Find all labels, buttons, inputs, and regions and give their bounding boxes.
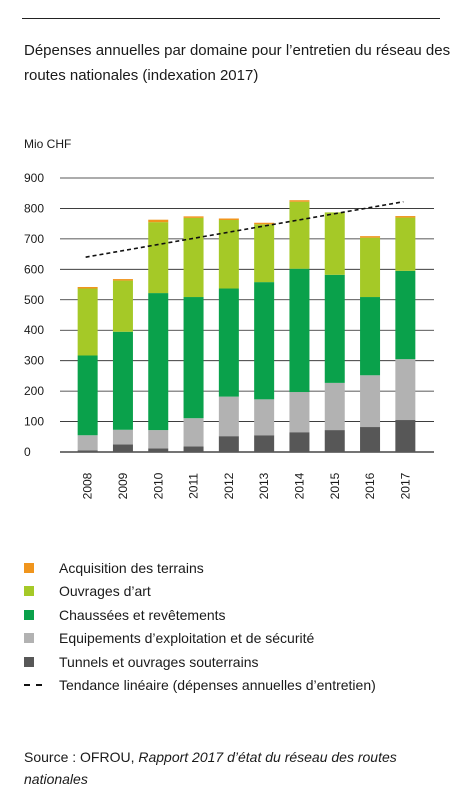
bar-segment [183,216,204,218]
trend-line [85,200,404,258]
bar-segment [183,297,204,419]
bar-segment [395,420,416,452]
chart-legend: Acquisition des terrains Ouvrages d’art Ch… [24,556,376,697]
bar-segment [112,429,133,445]
bar-segment [324,382,345,431]
y-tick-label: 900 [24,171,44,185]
bar-segment [360,375,381,428]
bar-segment [218,218,239,221]
bar-segment [218,436,239,452]
bar-segment [395,270,416,360]
bar-segment [183,418,204,447]
bar-segment [77,450,98,452]
legend-label: Tunnels et ouvrages souterrains [59,653,259,670]
legend-swatch [24,609,34,620]
bar-segment [112,444,133,452]
x-tick-label: 2013 [257,472,271,499]
bar-segment [289,268,310,393]
legend-item: Tunnels et ouvrages souterrains [24,650,376,674]
y-tick-label: 500 [24,293,44,307]
y-tick-label: 800 [24,201,44,215]
bar-segment [183,217,204,298]
legend-item: Chaussées et revêtements [24,603,376,627]
x-tick-label: 2008 [81,472,95,499]
bar-segment [183,446,204,452]
source-note: Source : OFROU, Rapport 2017 d’état du r… [24,746,444,790]
legend-swatch [24,586,34,597]
x-tick-label: 2011 [187,473,201,499]
bar-segment [148,448,169,452]
bar-segment [254,222,275,225]
legend-item: Tendance linéaire (dépenses annuelles d’… [24,674,376,698]
bar-segment [254,282,275,400]
y-tick-label: 200 [24,384,44,398]
x-tick-label: 2016 [363,472,377,499]
bar-segment [360,236,381,238]
bar-segment [360,237,381,298]
bar-segment [77,288,98,356]
bar-segment [289,392,310,433]
legend-item: Equipements d’exploitation et de sécurit… [24,627,376,651]
legend-label: Chaussées et revêtements [59,606,226,623]
y-tick-label: 600 [24,262,44,276]
bar-segment [324,212,345,275]
legend-label: Acquisition des terrains [59,559,204,576]
y-tick-label: 0 [24,445,31,459]
legend-item: Ouvrages d’art [24,580,376,604]
bar-segment [112,279,133,281]
x-tick-label: 2010 [151,472,165,499]
bar-segment [148,222,169,294]
source-prefix: Source : OFROU, [24,749,139,765]
bar-segment [289,200,310,202]
bar-segment [324,430,345,452]
bar-segment [254,435,275,452]
bar-segment [218,288,239,397]
legend-label: Ouvrages d’art [59,583,151,600]
bar-segment [395,359,416,421]
y-tick-label: 100 [24,415,44,429]
x-tick-label: 2012 [222,472,236,499]
y-tick-label: 300 [24,354,44,368]
stacked-bar-chart: 0 100 200 300 400 500 600 700 800 900 2008 2009 2010… [24,171,434,499]
bar-segment [112,331,133,430]
legend-dash-swatch [24,684,42,687]
bar-segment [254,224,275,283]
chart-title: Dépenses annuelles par domaine pour l’en… [24,42,451,84]
legend-swatch [24,656,34,667]
bar-segment [254,399,275,436]
x-tick-label: 2015 [328,472,342,499]
legend-swatch [24,633,34,644]
legend-item: Acquisition des terrains [24,556,376,580]
x-tick-label: 2009 [116,472,130,499]
bar-segment [395,216,416,218]
x-tick-label: 2017 [398,472,412,499]
bar-segment [148,430,169,449]
bar-segment [148,219,169,223]
bar-segment [77,286,98,289]
source-publication: Rapport 2017 d’état du réseau des routes… [24,749,397,787]
legend-swatch [24,562,34,573]
bar-segment [324,274,345,383]
bar-segment [112,280,133,332]
top-rule [22,18,440,19]
bar-segment [77,435,98,451]
y-tick-label: 700 [24,232,44,246]
bar-segment [360,297,381,376]
bar-segment [218,396,239,437]
legend-label: Tendance linéaire (dépenses annuelles d’… [59,677,376,694]
legend-label: Equipements d’exploitation et de sécurit… [59,630,315,647]
bar-segment [395,217,416,271]
bar-segment [218,220,239,289]
bar-segment [77,355,98,436]
bar-segment [148,293,169,431]
bar-segment [289,432,310,452]
y-tick-label: 400 [24,323,44,337]
x-tick-label: 2014 [292,472,306,499]
bar-segment [289,201,310,269]
bar-segment [360,427,381,452]
y-axis-unit-label: Mio CHF [24,137,72,151]
